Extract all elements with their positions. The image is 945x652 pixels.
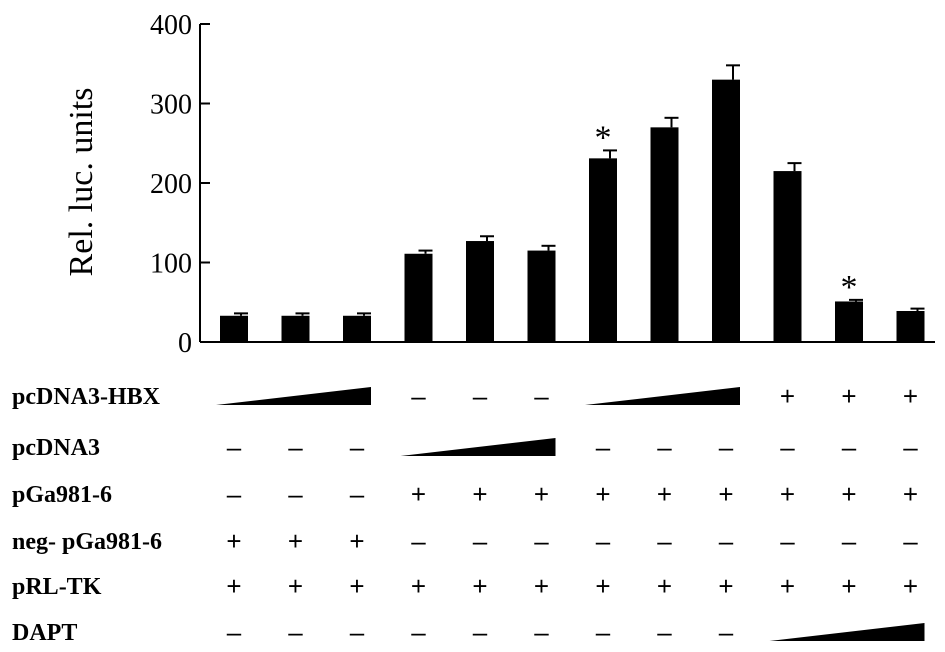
bar <box>896 310 925 342</box>
bar <box>773 171 802 342</box>
minus-sign: – <box>227 617 242 647</box>
minus-sign: – <box>350 479 365 509</box>
dose-ramp <box>400 438 556 456</box>
significance-marker: * <box>595 119 612 156</box>
condition-label: pcDNA3 <box>12 435 100 461</box>
dose-ramp <box>769 623 925 641</box>
y-tick-label: 100 <box>150 249 192 280</box>
plus-sign: + <box>718 571 733 601</box>
plus-sign: + <box>841 381 856 411</box>
bar <box>650 127 679 342</box>
bar <box>589 158 617 342</box>
plus-sign: + <box>657 479 672 509</box>
bar <box>712 79 740 343</box>
minus-sign: – <box>719 617 734 647</box>
minus-sign: – <box>842 432 857 462</box>
minus-sign: – <box>903 526 918 556</box>
minus-sign: – <box>596 432 611 462</box>
plus-sign: + <box>472 479 487 509</box>
dose-ramp <box>216 387 371 405</box>
minus-sign: – <box>411 526 426 556</box>
minus-sign: – <box>350 617 365 647</box>
condition-label: pGa981-6 <box>12 482 112 508</box>
y-axis-label: Rel. luc. units <box>63 88 100 277</box>
minus-sign: – <box>411 617 426 647</box>
y-tick-label: 0 <box>178 328 192 359</box>
plus-sign: + <box>472 571 487 601</box>
plus-sign: + <box>226 571 241 601</box>
plus-sign: + <box>903 479 918 509</box>
minus-sign: – <box>473 381 488 411</box>
plus-sign: + <box>411 479 426 509</box>
minus-sign: – <box>350 432 365 462</box>
plus-sign: + <box>534 571 549 601</box>
minus-sign: – <box>596 617 611 647</box>
bar <box>343 315 371 342</box>
minus-sign: – <box>596 526 611 556</box>
bar <box>527 250 556 342</box>
condition-label: neg- pGa981-6 <box>12 529 162 555</box>
plus-sign: + <box>841 479 856 509</box>
minus-sign: – <box>780 526 795 556</box>
bar <box>220 315 248 342</box>
significance-marker: * <box>841 269 858 306</box>
bar <box>281 315 310 342</box>
condition-label: pcDNA3-HBX <box>12 384 161 410</box>
plus-sign: + <box>903 571 918 601</box>
plus-sign: + <box>903 381 918 411</box>
plus-sign: + <box>288 571 303 601</box>
plus-sign: + <box>534 479 549 509</box>
y-axis: 0 100 200 300 400 <box>150 10 935 359</box>
minus-sign: – <box>534 381 549 411</box>
plus-sign: + <box>595 479 610 509</box>
plus-sign: + <box>288 526 303 556</box>
plus-sign: + <box>718 479 733 509</box>
minus-sign: – <box>227 432 242 462</box>
minus-sign: – <box>657 526 672 556</box>
plus-sign: + <box>411 571 426 601</box>
minus-sign: – <box>657 617 672 647</box>
plus-sign: + <box>780 381 795 411</box>
minus-sign: – <box>534 526 549 556</box>
minus-sign: – <box>842 526 857 556</box>
bar <box>835 301 863 342</box>
minus-sign: – <box>288 617 303 647</box>
minus-sign: – <box>473 617 488 647</box>
minus-sign: – <box>719 432 734 462</box>
minus-sign: – <box>288 479 303 509</box>
bar <box>404 253 433 342</box>
minus-sign: – <box>534 617 549 647</box>
plus-sign: + <box>349 526 364 556</box>
bar <box>466 241 494 342</box>
condition-table: pcDNA3-HBX – – – + + + pcDNA3 – – – – – – – – – pGa981-6 –… <box>12 381 925 647</box>
minus-sign: – <box>411 381 426 411</box>
plus-sign: + <box>657 571 672 601</box>
y-tick-label: 200 <box>150 169 192 200</box>
minus-sign: – <box>473 526 488 556</box>
dose-ramp <box>585 387 740 405</box>
bars-group: ** <box>220 64 925 343</box>
plus-sign: + <box>780 479 795 509</box>
minus-sign: – <box>903 432 918 462</box>
minus-sign: – <box>227 479 242 509</box>
plus-sign: + <box>780 571 795 601</box>
condition-label: DAPT <box>12 620 77 646</box>
minus-sign: – <box>719 526 734 556</box>
minus-sign: – <box>780 432 795 462</box>
plus-sign: + <box>226 526 241 556</box>
minus-sign: – <box>288 432 303 462</box>
plus-sign: + <box>841 571 856 601</box>
plus-sign: + <box>595 571 610 601</box>
plus-sign: + <box>349 571 364 601</box>
condition-label: pRL-TK <box>12 574 102 600</box>
minus-sign: – <box>657 432 672 462</box>
y-tick-label: 400 <box>150 10 192 41</box>
y-tick-label: 300 <box>150 90 192 121</box>
